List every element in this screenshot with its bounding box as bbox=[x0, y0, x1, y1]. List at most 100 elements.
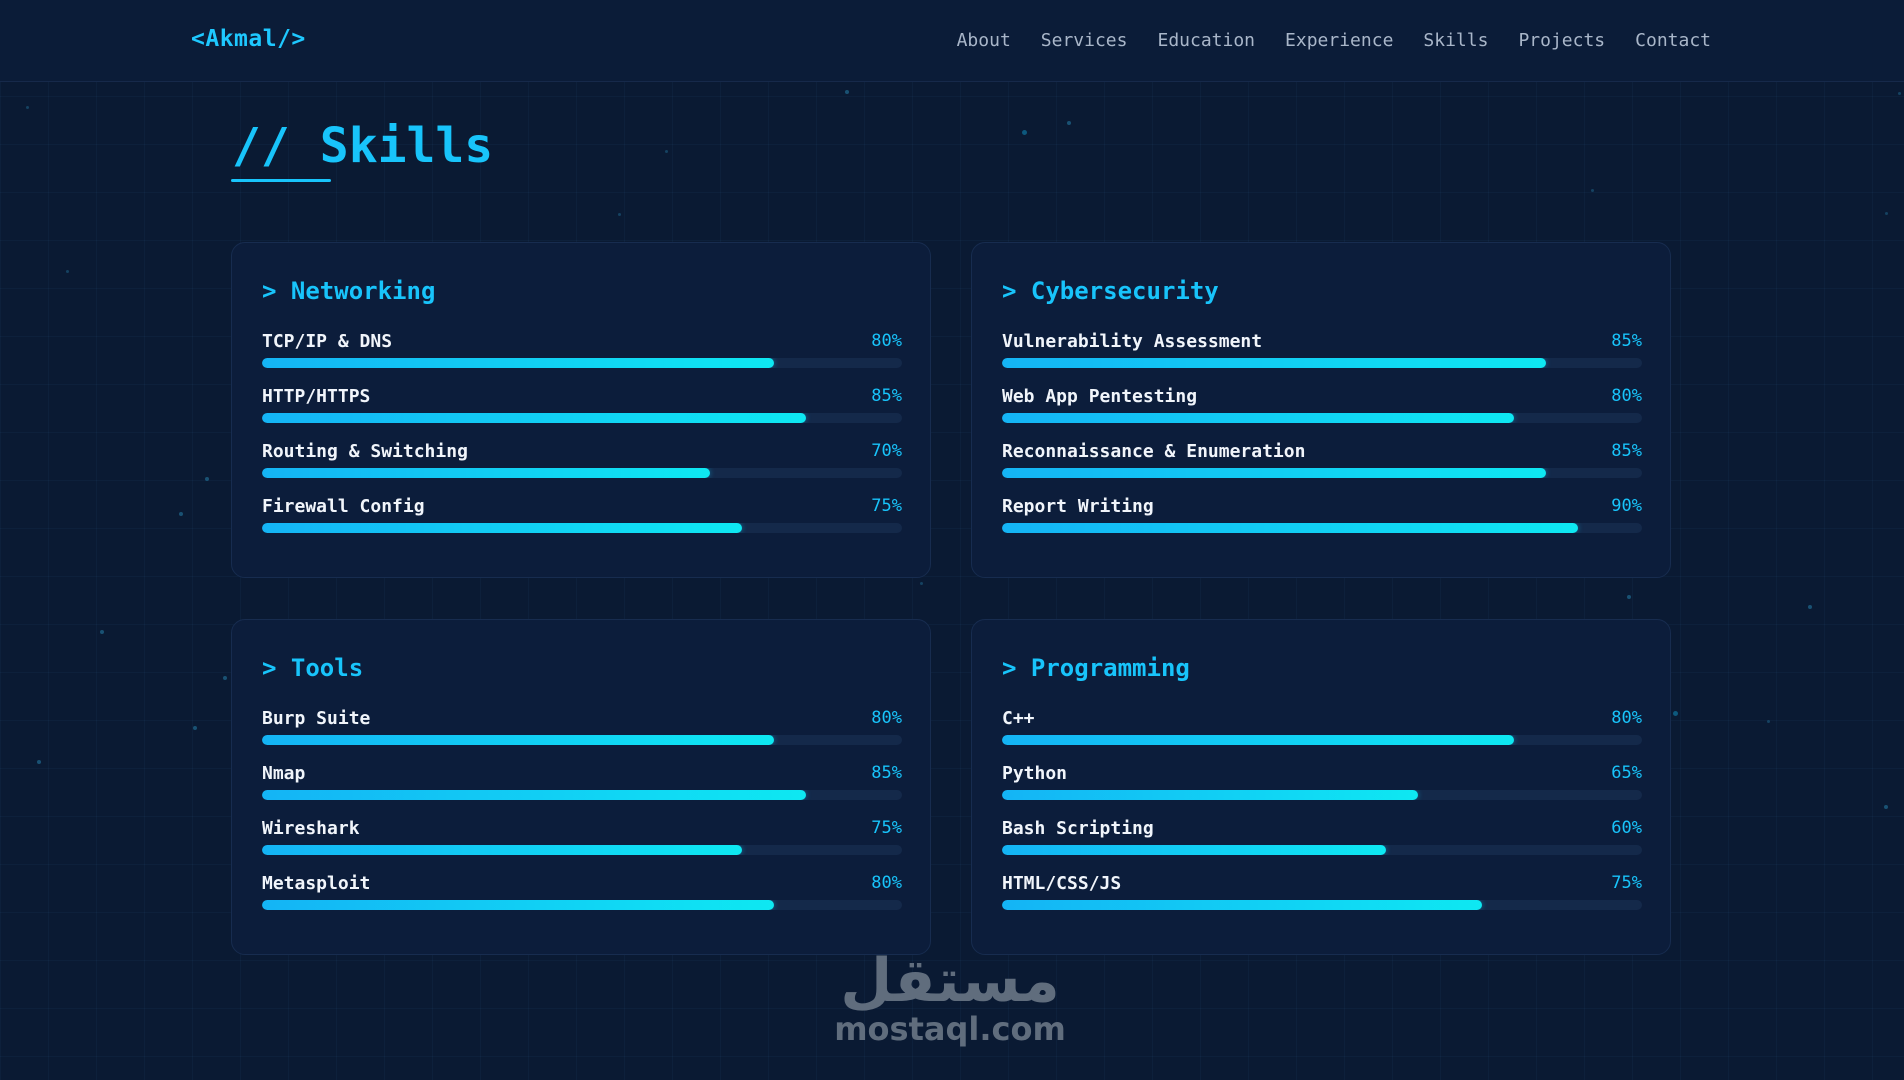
particle bbox=[1673, 711, 1678, 716]
progress-fill bbox=[1002, 900, 1482, 910]
skill-row: HTTP/HTTPS 85% bbox=[262, 386, 902, 426]
skill-card-tools: > Tools Burp Suite 80% Nmap 85% Wireshar… bbox=[231, 619, 931, 955]
particle bbox=[1808, 605, 1812, 609]
skill-row: Firewall Config 75% bbox=[262, 496, 902, 536]
progress-fill bbox=[1002, 523, 1578, 533]
nav-link-services[interactable]: Services bbox=[1040, 30, 1128, 51]
skill-name: HTTP/HTTPS bbox=[262, 386, 371, 407]
nav-link-projects[interactable]: Projects bbox=[1518, 30, 1606, 51]
card-title: > Tools bbox=[262, 654, 364, 682]
particle bbox=[920, 582, 923, 585]
skill-row: Routing & Switching 70% bbox=[262, 441, 902, 481]
skill-percent: 80% bbox=[1611, 386, 1642, 406]
progress-fill bbox=[1002, 845, 1386, 855]
progress-track bbox=[262, 790, 902, 800]
progress-track bbox=[262, 523, 902, 533]
progress-fill bbox=[262, 845, 742, 855]
skill-card-networking: > Networking TCP/IP & DNS 80% HTTP/HTTPS… bbox=[231, 242, 931, 578]
particle bbox=[1591, 189, 1594, 192]
particle bbox=[179, 512, 183, 516]
progress-track bbox=[1002, 735, 1642, 745]
skill-percent: 75% bbox=[1611, 873, 1642, 893]
particle bbox=[26, 106, 29, 109]
progress-track bbox=[1002, 523, 1642, 533]
skill-row: Report Writing 90% bbox=[1002, 496, 1642, 536]
skill-percent: 80% bbox=[871, 873, 902, 893]
progress-track bbox=[262, 358, 902, 368]
progress-track bbox=[262, 735, 902, 745]
skill-card-programming: > Programming C++ 80% Python 65% Bash Sc… bbox=[971, 619, 1671, 955]
skill-row: TCP/IP & DNS 80% bbox=[262, 331, 902, 371]
skill-percent: 75% bbox=[871, 818, 902, 838]
skill-name: Wireshark bbox=[262, 818, 360, 839]
particle bbox=[66, 270, 69, 273]
progress-fill bbox=[262, 790, 806, 800]
nav-link-about[interactable]: About bbox=[956, 30, 1011, 51]
particle bbox=[1767, 720, 1770, 723]
watermark: مستقل mostaql.com bbox=[830, 950, 1070, 1046]
skill-row: C++ 80% bbox=[1002, 708, 1642, 748]
progress-track bbox=[262, 413, 902, 423]
skill-row: Wireshark 75% bbox=[262, 818, 902, 858]
skill-name: Routing & Switching bbox=[262, 441, 468, 462]
progress-track bbox=[1002, 845, 1642, 855]
skill-row: Burp Suite 80% bbox=[262, 708, 902, 748]
skill-percent: 85% bbox=[1611, 441, 1642, 461]
particle bbox=[37, 760, 41, 764]
skill-percent: 90% bbox=[1611, 496, 1642, 516]
skill-name: Bash Scripting bbox=[1002, 818, 1154, 839]
progress-track bbox=[1002, 900, 1642, 910]
particle bbox=[618, 213, 621, 216]
progress-track bbox=[262, 468, 902, 478]
nav-link-contact[interactable]: Contact bbox=[1635, 30, 1711, 51]
section-title: // Skills bbox=[232, 118, 493, 174]
skill-percent: 80% bbox=[871, 331, 902, 351]
navbar: <Akmal/> About Services Education Experi… bbox=[0, 0, 1904, 82]
card-title: > Networking bbox=[262, 277, 436, 305]
skill-name: TCP/IP & DNS bbox=[262, 331, 393, 352]
logo[interactable]: <Akmal/> bbox=[191, 26, 306, 52]
nav-links: About Services Education Experience Skil… bbox=[957, 30, 1711, 51]
card-title: > Cybersecurity bbox=[1002, 277, 1219, 305]
progress-fill bbox=[262, 523, 742, 533]
particle bbox=[1885, 212, 1888, 215]
particle bbox=[845, 90, 849, 94]
progress-fill bbox=[1002, 790, 1418, 800]
skill-name: Firewall Config bbox=[262, 496, 425, 517]
particle bbox=[193, 726, 197, 730]
skill-percent: 70% bbox=[871, 441, 902, 461]
progress-fill bbox=[1002, 358, 1546, 368]
skill-row: Vulnerability Assessment 85% bbox=[1002, 331, 1642, 371]
nav-link-skills[interactable]: Skills bbox=[1423, 30, 1489, 51]
watermark-arabic: مستقل bbox=[840, 946, 1060, 1016]
skill-row: HTML/CSS/JS 75% bbox=[1002, 873, 1642, 913]
skill-name: Metasploit bbox=[262, 873, 371, 894]
section-title-text: Skills bbox=[319, 118, 494, 174]
nav-link-experience[interactable]: Experience bbox=[1285, 30, 1394, 51]
progress-fill bbox=[1002, 735, 1514, 745]
particle bbox=[1898, 92, 1901, 95]
nav-link-education[interactable]: Education bbox=[1157, 30, 1256, 51]
skill-card-cybersecurity: > Cybersecurity Vulnerability Assessment… bbox=[971, 242, 1671, 578]
particle bbox=[665, 150, 668, 153]
particle bbox=[1627, 595, 1631, 599]
skill-row: Nmap 85% bbox=[262, 763, 902, 803]
skill-row: Bash Scripting 60% bbox=[1002, 818, 1642, 858]
progress-track bbox=[1002, 358, 1642, 368]
particle bbox=[1884, 805, 1888, 809]
skill-row: Python 65% bbox=[1002, 763, 1642, 803]
particle bbox=[223, 676, 227, 680]
progress-track bbox=[1002, 790, 1642, 800]
skill-row: Reconnaissance & Enumeration 85% bbox=[1002, 441, 1642, 481]
watermark-latin: mostaql.com bbox=[834, 1010, 1066, 1048]
progress-fill bbox=[1002, 413, 1514, 423]
card-title: > Programming bbox=[1002, 654, 1190, 682]
skill-percent: 85% bbox=[871, 763, 902, 783]
particle bbox=[1022, 130, 1027, 135]
progress-track bbox=[262, 900, 902, 910]
progress-fill bbox=[262, 735, 774, 745]
progress-fill bbox=[262, 413, 806, 423]
progress-fill bbox=[1002, 468, 1546, 478]
title-underline bbox=[231, 179, 331, 182]
skill-name: Vulnerability Assessment bbox=[1002, 331, 1263, 352]
